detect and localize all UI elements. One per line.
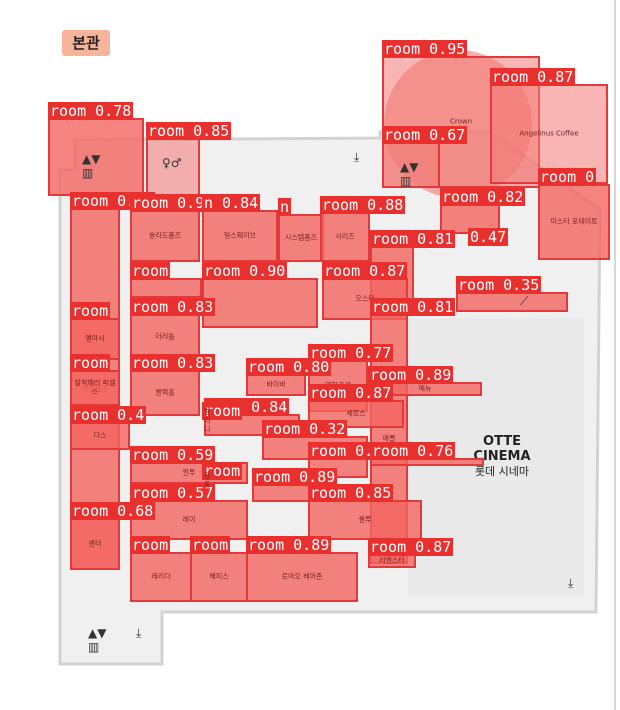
elevator-icon: ▲▼ ▥ <box>88 626 107 654</box>
room-ah: room엘리니 <box>202 402 243 433</box>
room-name: 일스훼이브 <box>223 231 257 240</box>
room-name: 애플 <box>382 434 396 443</box>
room-ag[interactable]: room 0.87 리엔스터 <box>368 538 454 568</box>
room-aa[interactable]: room 0.57 레이 <box>130 484 248 540</box>
cinema-line3: 롯데 시네마 <box>474 465 530 478</box>
room-name: 발칙해러 피셀스 <box>74 379 116 396</box>
room-name: 레리다 <box>151 572 171 581</box>
room-ab[interactable]: room 0.85 셀루 <box>308 484 422 540</box>
cinema-line2: CINEMA <box>473 449 531 464</box>
room-name: 엘리니 <box>204 407 210 434</box>
stairs-icon: ⤓ <box>136 626 142 640</box>
room-restroom[interactable]: room 0.85 <box>146 122 232 196</box>
room-name: 더리틀 <box>155 332 175 341</box>
room-g: 0.47 <box>468 228 509 246</box>
room-name: 바이바 <box>266 380 286 389</box>
room-name: 시리즈 <box>335 232 355 241</box>
room-t[interactable]: room 0.4 다스 <box>70 406 147 450</box>
room-name: 원투 <box>182 468 196 477</box>
room-name: 슬리드홈즈 <box>148 231 182 240</box>
room-c[interactable]: n 0.84 일스훼이브 <box>202 194 278 262</box>
room-mr-potato[interactable]: room 0 미스터 포테이토 <box>538 168 610 260</box>
room-name: 다스 <box>93 431 107 440</box>
room-angelinus[interactable]: room 0.87 Angelinus Coffee <box>490 68 608 184</box>
room-name: 메뉴 <box>418 384 432 393</box>
room-ai: room동동 <box>202 462 243 489</box>
stairs-icon: ⤓ <box>568 576 574 590</box>
room-e[interactable]: room 0.88 시리즈 <box>320 196 406 262</box>
room-elevator-east[interactable]: room 0.67 <box>382 126 468 188</box>
elevator-icon: ▲▼ ▥ <box>82 152 101 180</box>
room-ac[interactable]: room 0.68 센터 <box>70 502 156 570</box>
building-label: 본관 <box>62 30 110 56</box>
room-name: Crown <box>449 117 473 126</box>
room-r[interactable]: room 0.89 메뉴 <box>368 366 482 396</box>
frame-border <box>614 0 616 710</box>
room-name: 해피스 <box>209 572 229 581</box>
room-i[interactable]: room 0.90 <box>202 262 318 328</box>
room-o[interactable]: room 발칙해러 피셀스 <box>70 354 120 406</box>
room-af[interactable]: room 0.89 로마오 헤어존 <box>246 536 358 602</box>
room-q[interactable]: room 0.80 바이바 <box>246 358 332 396</box>
room-name: 센터 <box>88 539 102 548</box>
room-b[interactable]: room 0.91 슬리드홈즈 <box>130 194 216 262</box>
room-ae[interactable]: room 해피스 <box>190 536 248 602</box>
room-name: 블랙홀 <box>155 388 175 397</box>
room-d[interactable]: n 시스템홈즈 <box>278 198 324 262</box>
room-name: 오스터 <box>355 294 375 303</box>
stairs-icon: ⤓ <box>354 150 360 164</box>
room-escalator[interactable]: room 0.35 <box>456 276 568 312</box>
room-name: 시스템홈즈 <box>284 233 318 242</box>
room-ad[interactable]: room 레리다 <box>130 536 192 602</box>
escalator-icon: ⟋ <box>520 294 529 308</box>
lotte-cinema-label: OTTE CINEMA 롯데 시네마 <box>462 434 542 480</box>
room-name: 세로스 <box>346 409 366 418</box>
restroom-icon: ♀♂ <box>162 156 182 170</box>
room-name: Angelinus Coffee <box>519 129 579 138</box>
room-name: 리엔스터 <box>379 556 405 565</box>
room-l[interactable]: room 0.83 더리틀 <box>130 298 216 360</box>
room-name: 로마오 헤어존 <box>281 572 323 581</box>
room-x[interactable]: room 0.76 <box>370 442 484 466</box>
room-a[interactable]: room 0.82 <box>440 188 526 234</box>
room-name: 레이 <box>182 515 196 524</box>
room-name: 엘마시 <box>85 334 105 343</box>
elevator-icon: ▲▼ ▥ <box>400 160 419 188</box>
room-name: 미스터 포테이토 <box>550 217 598 226</box>
room-name: 동동 <box>204 472 210 490</box>
room-name: 셀루 <box>358 515 372 524</box>
room-h[interactable]: room <box>130 262 202 298</box>
cinema-line1: OTTE <box>483 434 521 449</box>
